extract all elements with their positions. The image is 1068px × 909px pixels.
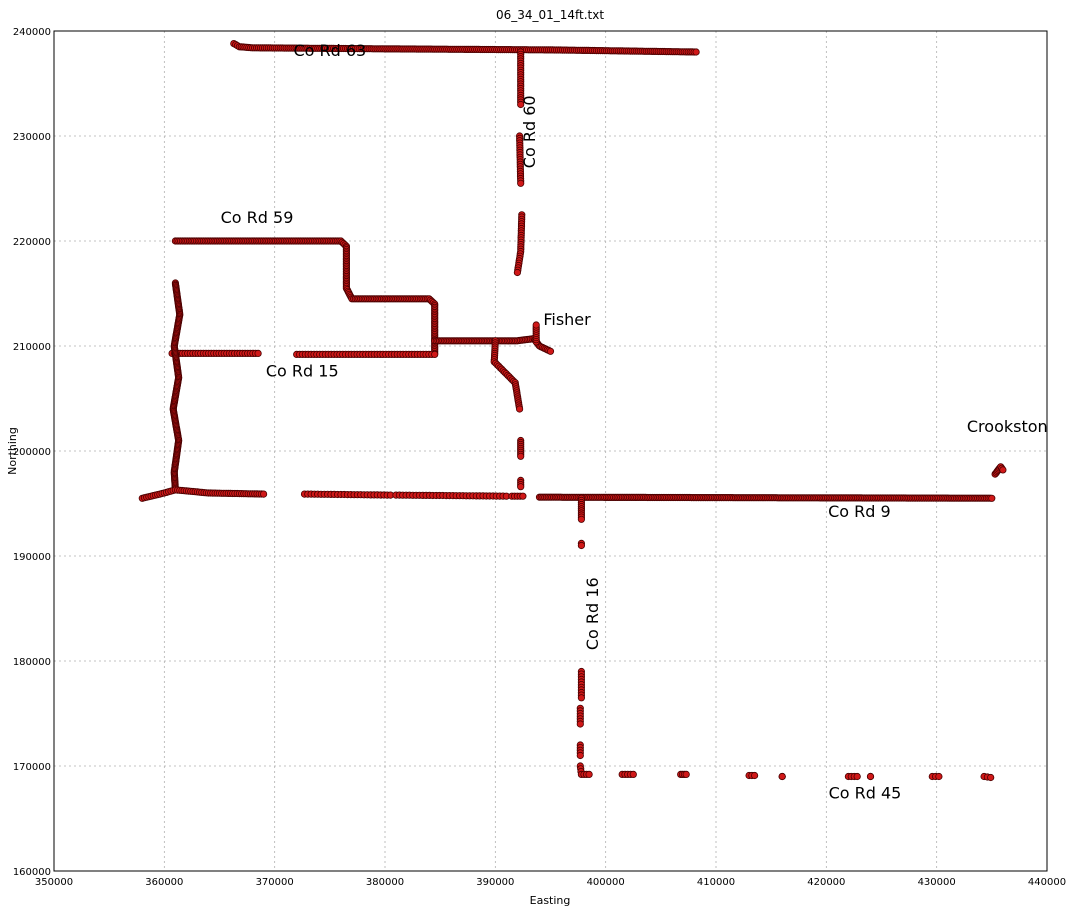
data-point	[254, 349, 262, 357]
data-point	[682, 770, 690, 779]
data-point	[259, 490, 268, 498]
x-tick-label: 400000	[587, 877, 625, 888]
data-point	[750, 771, 759, 780]
annotation-label: Co Rd 45	[829, 784, 902, 803]
annotation-label: Crookston	[967, 417, 1048, 436]
annotation-label: Co Rd 63	[293, 41, 366, 60]
data-points	[138, 39, 1007, 782]
chart-title: 06_34_01_14ft.txt	[496, 8, 604, 22]
x-tick-label: 380000	[366, 877, 404, 888]
gridlines	[54, 31, 1047, 871]
data-point	[692, 48, 700, 56]
y-tick-label: 200000	[13, 447, 51, 458]
data-point	[853, 772, 861, 781]
data-point	[576, 720, 584, 728]
x-tick-label: 430000	[918, 877, 956, 888]
annotation-label: Co Rd 15	[266, 361, 339, 380]
annotation-label: Co Rd 60	[520, 95, 539, 168]
data-point	[517, 483, 525, 491]
data-point	[988, 494, 996, 502]
data-point	[866, 772, 875, 781]
data-point	[519, 492, 527, 500]
data-point	[577, 515, 586, 523]
data-point	[517, 100, 525, 109]
annotation-label: Co Rd 16	[583, 577, 602, 650]
data-point	[987, 773, 995, 782]
y-axis-label: Northing	[6, 427, 19, 475]
data-point	[515, 405, 524, 413]
y-tick-label: 170000	[13, 762, 51, 773]
x-tick-label: 350000	[35, 877, 73, 888]
x-axis-label: Easting	[530, 894, 571, 907]
annotation-label: Co Rd 59	[221, 208, 294, 227]
data-point	[517, 452, 525, 460]
x-tick-label: 360000	[145, 877, 183, 888]
plot-frame	[53, 30, 1048, 872]
y-tick-labels: 160000 170000 180000 190000 200000 210000 2200…	[13, 27, 51, 878]
data-point	[532, 321, 540, 329]
y-tick-label: 230000	[13, 132, 51, 143]
y-tick-label: 220000	[13, 237, 51, 248]
y-tick-label: 180000	[13, 657, 51, 668]
data-point	[577, 541, 586, 550]
x-tick-label: 410000	[697, 877, 735, 888]
y-tick-label: 160000	[13, 867, 51, 878]
x-tick-label: 440000	[1028, 877, 1066, 888]
annotation-label: Fisher	[543, 310, 591, 329]
x-tick-label: 390000	[476, 877, 514, 888]
y-tick-label: 190000	[13, 552, 51, 563]
road-annotations: Co Rd 63 Co Rd 60 Co Rd 59 Fisher Co Rd 15 Cr…	[221, 41, 1048, 802]
x-tick-label: 370000	[256, 877, 294, 888]
annotation-label: Co Rd 9	[828, 502, 891, 521]
data-point	[513, 268, 522, 277]
y-tick-label: 210000	[13, 342, 51, 353]
data-point	[576, 751, 584, 760]
data-point	[999, 466, 1007, 474]
data-point	[577, 694, 586, 702]
data-point	[585, 770, 593, 779]
data-point	[778, 772, 786, 781]
data-point	[546, 347, 555, 355]
data-point	[629, 770, 637, 779]
data-point	[431, 350, 439, 358]
x-tick-label: 420000	[807, 877, 845, 888]
data-point	[935, 772, 943, 781]
x-tick-labels: 350000 360000 370000 380000 390000 400000 4100…	[35, 877, 1066, 888]
y-tick-label: 240000	[13, 27, 51, 38]
data-point	[517, 179, 525, 187]
